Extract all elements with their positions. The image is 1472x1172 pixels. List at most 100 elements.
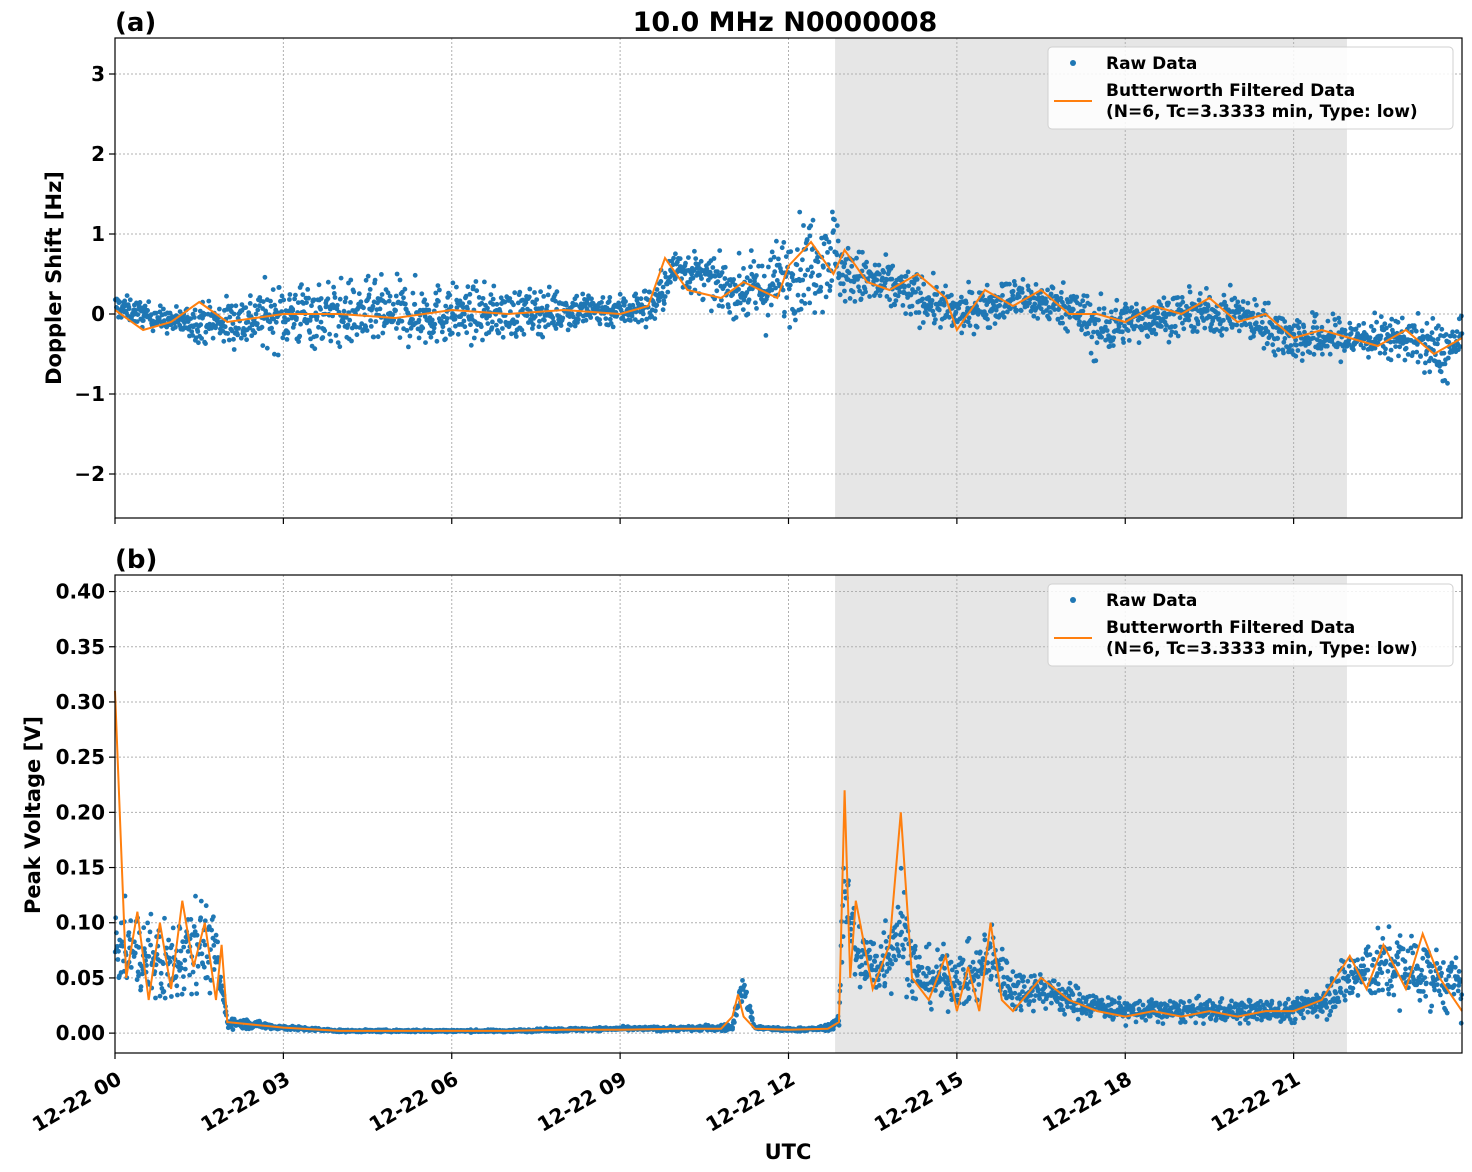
raw-data-point xyxy=(792,310,798,315)
raw-data-point xyxy=(804,237,810,242)
raw-data-point xyxy=(306,295,311,301)
raw-data-point xyxy=(1020,989,1025,994)
raw-data-point xyxy=(884,969,890,974)
raw-data-point xyxy=(166,937,172,943)
raw-data-point xyxy=(267,319,273,325)
raw-data-point xyxy=(782,309,787,315)
raw-data-point xyxy=(327,331,332,337)
raw-data-point xyxy=(179,991,185,997)
raw-data-point xyxy=(926,966,931,972)
raw-data-point xyxy=(1259,1017,1264,1023)
raw-data-point xyxy=(869,963,874,968)
raw-data-point xyxy=(918,290,923,296)
raw-data-point xyxy=(253,311,259,317)
raw-data-point xyxy=(898,865,904,871)
raw-data-point xyxy=(324,304,330,309)
raw-data-point xyxy=(836,1022,842,1028)
raw-data-point xyxy=(467,300,472,305)
raw-data-point xyxy=(733,315,739,320)
raw-data-point xyxy=(1436,323,1441,329)
raw-data-point xyxy=(1275,336,1280,341)
raw-data-point xyxy=(1265,329,1271,334)
raw-data-point xyxy=(349,338,354,344)
raw-data-point xyxy=(1070,307,1076,312)
raw-data-point xyxy=(842,889,848,895)
raw-data-point xyxy=(1243,322,1249,328)
raw-data-point xyxy=(1008,990,1014,996)
raw-data-point xyxy=(1396,353,1401,359)
raw-data-point xyxy=(920,296,925,302)
raw-data-point xyxy=(1028,992,1034,998)
raw-data-point xyxy=(1217,999,1223,1005)
raw-data-point xyxy=(802,301,808,306)
raw-data-point xyxy=(867,294,872,299)
raw-data-point xyxy=(690,275,696,281)
raw-data-point xyxy=(586,293,591,299)
raw-data-point xyxy=(835,238,841,244)
raw-data-point xyxy=(453,323,458,329)
raw-data-point xyxy=(1254,302,1259,308)
raw-data-point xyxy=(169,942,175,948)
raw-data-point xyxy=(291,321,297,327)
raw-data-point xyxy=(974,324,980,330)
raw-data-point xyxy=(983,312,989,318)
raw-data-point xyxy=(1154,1000,1159,1006)
raw-data-point xyxy=(859,962,865,968)
raw-data-point xyxy=(1155,1019,1161,1025)
raw-data-point xyxy=(1196,297,1202,303)
raw-data-point xyxy=(162,318,167,323)
raw-data-point xyxy=(617,303,623,309)
raw-data-point xyxy=(189,329,195,334)
raw-data-point xyxy=(825,250,830,255)
raw-data-point xyxy=(1338,359,1344,365)
raw-data-point xyxy=(810,270,815,276)
raw-data-point xyxy=(902,283,908,289)
raw-data-point xyxy=(1130,1007,1136,1013)
raw-data-point xyxy=(1435,341,1440,347)
raw-data-point xyxy=(188,917,194,922)
raw-data-point xyxy=(765,312,771,318)
raw-data-point xyxy=(917,954,922,960)
raw-data-point xyxy=(1062,304,1068,309)
raw-data-point xyxy=(490,319,495,325)
raw-data-point xyxy=(1036,295,1041,300)
raw-data-point xyxy=(1319,324,1325,330)
raw-data-point xyxy=(490,296,496,302)
raw-data-point xyxy=(1259,319,1265,325)
raw-data-point xyxy=(422,297,428,303)
raw-data-point xyxy=(185,949,191,954)
raw-data-point xyxy=(230,1027,236,1032)
raw-data-point xyxy=(1443,332,1449,337)
raw-data-point xyxy=(379,272,384,277)
raw-data-point xyxy=(860,249,865,255)
raw-data-point xyxy=(959,294,964,300)
raw-data-point xyxy=(1196,993,1201,999)
raw-data-point xyxy=(1080,308,1086,314)
raw-data-point xyxy=(1393,344,1398,349)
raw-data-point xyxy=(971,331,977,337)
raw-data-point xyxy=(1307,340,1312,346)
raw-data-point xyxy=(606,299,612,304)
raw-data-point xyxy=(856,948,862,954)
raw-data-point xyxy=(196,340,201,346)
raw-data-point xyxy=(960,967,966,972)
raw-data-point xyxy=(897,289,903,295)
raw-data-point xyxy=(270,330,276,335)
raw-data-point xyxy=(318,319,324,325)
raw-data-point xyxy=(744,989,749,995)
raw-data-point xyxy=(1314,1014,1320,1019)
raw-data-point xyxy=(1175,295,1181,300)
raw-data-point xyxy=(1269,998,1275,1004)
raw-data-point xyxy=(727,310,733,315)
raw-data-point xyxy=(900,954,906,960)
raw-data-point xyxy=(881,973,887,978)
raw-data-point xyxy=(490,302,496,307)
raw-data-point xyxy=(1201,1021,1206,1026)
raw-data-point xyxy=(157,303,163,309)
raw-data-point xyxy=(600,295,606,300)
raw-data-point xyxy=(192,307,198,313)
raw-data-point xyxy=(934,292,940,297)
raw-data-point xyxy=(1239,1007,1244,1013)
raw-data-point xyxy=(485,321,491,326)
raw-data-point xyxy=(173,974,179,979)
